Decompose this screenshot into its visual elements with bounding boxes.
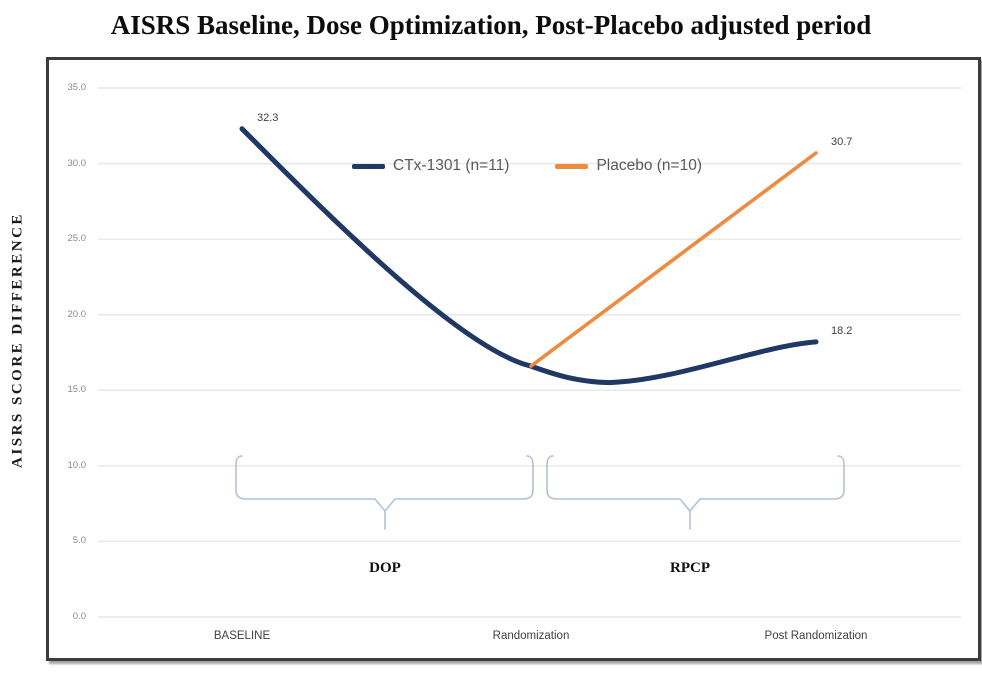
dop-brace [235, 455, 534, 530]
chart-title: AISRS Baseline, Dose Optimization, Post-… [110, 10, 872, 40]
plot-area: CTx-1301 (n=11) Placebo (n=10) DOP RPCP … [46, 57, 981, 661]
legend: CTx-1301 (n=11) Placebo (n=10) [352, 157, 702, 175]
data-point-label: 18.2 [831, 324, 853, 337]
y-tick-label: 25.0 [67, 233, 87, 245]
x-axis-label: Randomization [492, 630, 570, 642]
legend-swatch-placebo [555, 163, 589, 169]
series-line [239, 126, 819, 386]
dop-period-label: DOP [369, 560, 401, 576]
series-lines [239, 126, 819, 386]
plot-canvas [98, 87, 961, 618]
gridlines [98, 87, 961, 618]
y-tick-label: 20.0 [67, 308, 87, 320]
legend-swatch-ctx1301 [352, 163, 385, 169]
x-axis-label: Post Randomization [764, 630, 868, 642]
rpcp-brace [546, 455, 845, 530]
x-axis-label: BASELINE [213, 630, 271, 642]
legend-label-ctx1301: CTx-1301 (n=11) [393, 157, 510, 174]
rpcp-period-label: RPCP [670, 560, 710, 576]
data-point-label: 30.7 [831, 135, 853, 148]
y-tick-label: 35.0 [67, 81, 87, 93]
y-tick-label: 5.0 [72, 535, 86, 547]
y-tick-label: 0.0 [72, 611, 86, 622]
y-tick-label: 30.0 [67, 157, 87, 169]
legend-item-placebo: Placebo (n=10) [555, 157, 702, 175]
data-point-label: 32.3 [257, 111, 279, 124]
plot-overlay: CTx-1301 (n=11) Placebo (n=10) DOP RPCP … [49, 60, 972, 652]
y-tick-label: 15.0 [67, 384, 87, 396]
y-axis-title: AISRS SCORE DIFFERENCE [9, 212, 26, 468]
legend-label-placebo: Placebo (n=10) [596, 157, 703, 174]
y-tick-label: 10.0 [67, 459, 87, 471]
legend-item-ctx1301: CTx-1301 (n=11) [352, 157, 509, 175]
series-line [529, 151, 818, 368]
